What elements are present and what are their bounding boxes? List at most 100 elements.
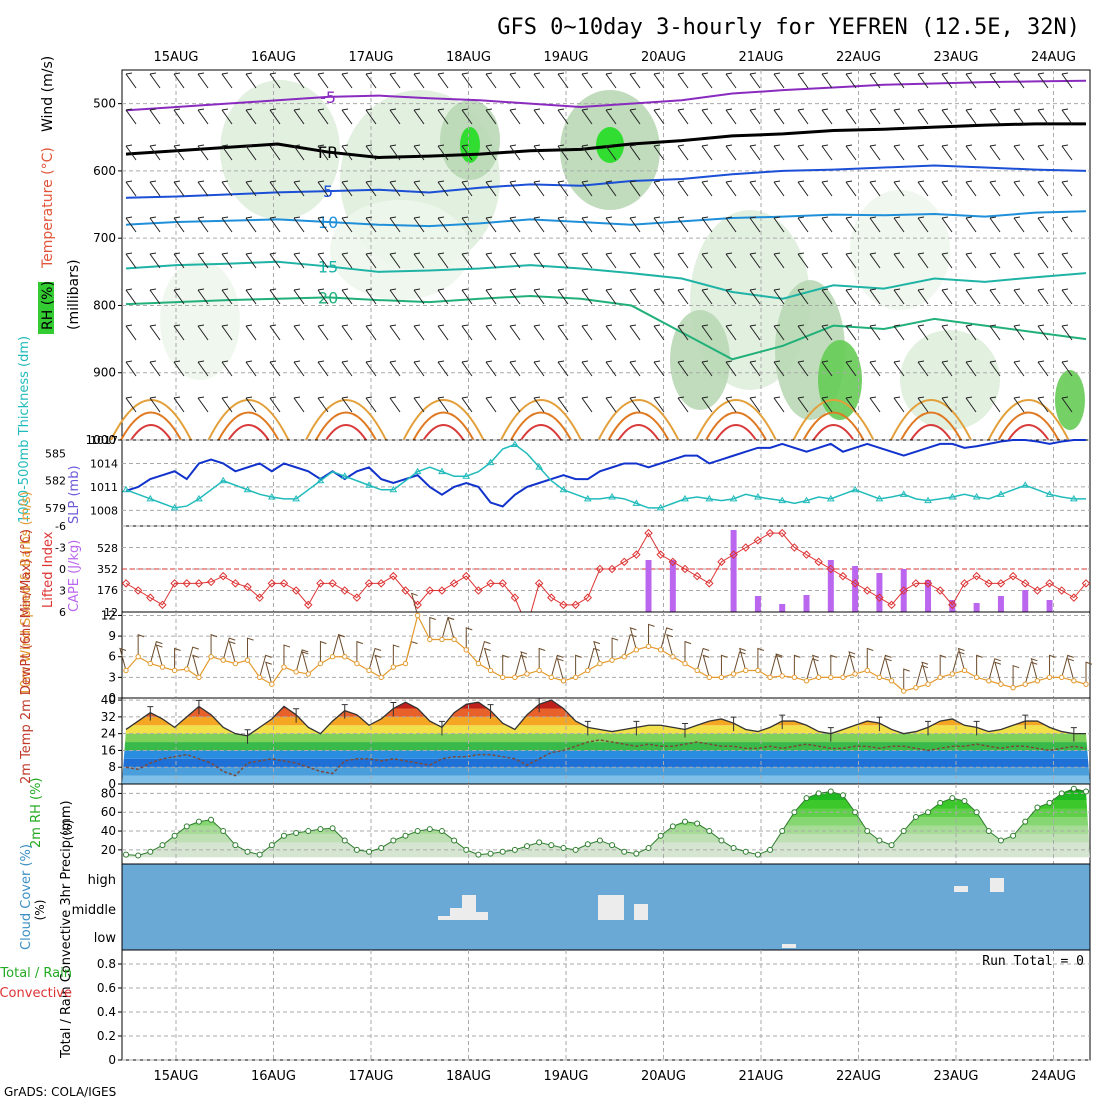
wind-barb bbox=[461, 252, 473, 269]
wind-barb bbox=[557, 72, 569, 89]
wind-barb bbox=[533, 72, 545, 89]
wind10-barb bbox=[301, 651, 309, 675]
wind-barb bbox=[1061, 396, 1073, 413]
wind10-barb bbox=[994, 661, 1002, 685]
wind-barb bbox=[533, 396, 545, 413]
temp-band bbox=[122, 742, 1090, 751]
wind-barb bbox=[653, 324, 665, 341]
wind-speed-marker bbox=[317, 660, 324, 667]
wind-barb bbox=[725, 180, 737, 197]
lifted-index-marker bbox=[1045, 579, 1054, 588]
wind-barb bbox=[989, 324, 1001, 341]
lifted-index-marker bbox=[218, 571, 228, 581]
wind10-barb bbox=[878, 654, 892, 678]
wind-barb bbox=[173, 396, 185, 413]
rh-marker bbox=[864, 828, 871, 835]
wind-barb bbox=[701, 216, 713, 233]
surface-temp-contour bbox=[422, 424, 465, 441]
rh-marker bbox=[1022, 818, 1029, 825]
wind-barb bbox=[149, 252, 161, 269]
wind-barb bbox=[893, 108, 905, 125]
wind-speed-marker bbox=[500, 674, 506, 681]
wind-barb bbox=[821, 72, 833, 89]
wind10-barb bbox=[356, 640, 364, 664]
legend-convective: Convective bbox=[0, 986, 72, 1001]
wind10-barb bbox=[259, 654, 272, 678]
wind-speed-marker bbox=[512, 674, 518, 681]
wind10-barb bbox=[119, 647, 127, 671]
wind-barb bbox=[461, 180, 473, 197]
lifted-index-marker bbox=[255, 593, 264, 602]
rh-marker bbox=[220, 828, 227, 835]
wind-barb bbox=[245, 360, 257, 377]
wind-plot: 12 9 6 3 0 bbox=[101, 592, 1093, 705]
wind-barb bbox=[461, 324, 473, 341]
wind-barb bbox=[701, 72, 713, 89]
wind-barb bbox=[965, 180, 977, 197]
bottom-date-label: 22AUG bbox=[836, 1069, 881, 1084]
wind10-barb bbox=[295, 649, 309, 672]
temp-contour-label: 10 bbox=[318, 213, 338, 232]
y-tick-label: 12 bbox=[101, 608, 116, 622]
rh-marker bbox=[754, 851, 761, 858]
wind-barb bbox=[221, 396, 233, 413]
wind-barb bbox=[941, 72, 953, 89]
wind-barb bbox=[845, 108, 857, 125]
temp-minmax-bar bbox=[681, 722, 688, 738]
wind-barb bbox=[917, 360, 929, 377]
lifted-index-marker bbox=[316, 579, 325, 588]
wind-barb bbox=[1037, 360, 1049, 377]
wind-barb bbox=[749, 144, 761, 161]
wind-speed-marker bbox=[342, 654, 348, 660]
wind-barb bbox=[1013, 396, 1025, 413]
lifted-index-marker bbox=[449, 579, 459, 588]
rh-marker bbox=[159, 842, 166, 849]
lifted-index-marker bbox=[814, 557, 823, 567]
wind-barb bbox=[293, 288, 305, 305]
wind-barb bbox=[1013, 144, 1025, 161]
wind-barb bbox=[677, 252, 689, 269]
wind-barb bbox=[365, 396, 377, 413]
surface-temp-contour bbox=[207, 399, 290, 441]
bottom-date-axis: 15AUG 16AUG 17AUG 18AUG 19AUG 20AUG 21AUG 22AUG… bbox=[153, 1069, 1076, 1084]
lifted-index-marker bbox=[182, 579, 192, 588]
wind-barb bbox=[533, 252, 545, 269]
rh-shade-patch bbox=[330, 200, 470, 300]
wind-barb bbox=[845, 252, 857, 269]
lifted-index-marker bbox=[146, 593, 155, 602]
wind-barb bbox=[749, 180, 761, 197]
wind-barb bbox=[1037, 72, 1049, 89]
wind-barb bbox=[461, 108, 473, 125]
temp-line bbox=[125, 699, 1086, 737]
rh-marker bbox=[803, 795, 810, 802]
wind10-barb bbox=[733, 651, 746, 675]
top-date-label: 21AUG bbox=[738, 50, 783, 65]
lifted-index-marker bbox=[437, 586, 447, 595]
lifted-index-marker bbox=[729, 550, 738, 559]
slp-tick-label: 1011 bbox=[90, 481, 118, 494]
temp-minmax-bar bbox=[147, 706, 154, 721]
thickness-marker bbox=[559, 485, 568, 493]
wind-barb bbox=[749, 360, 761, 377]
wind-barb bbox=[317, 108, 329, 125]
wind-barb bbox=[125, 396, 137, 413]
thickness-marker bbox=[924, 496, 932, 504]
wind-barb bbox=[797, 72, 809, 89]
wind10-barb bbox=[149, 640, 163, 664]
wind-speed-marker bbox=[767, 674, 773, 681]
wind10-barb bbox=[720, 654, 728, 678]
wind-barb bbox=[1013, 360, 1025, 377]
wind-barb bbox=[677, 144, 689, 161]
thickness-marker bbox=[1069, 494, 1078, 502]
cloud-block bbox=[450, 908, 462, 920]
thickness-tick-label: 585 bbox=[45, 448, 66, 461]
wind10-barb bbox=[623, 634, 637, 657]
wind-speed-marker bbox=[439, 636, 445, 643]
temp-minmax-bar bbox=[1022, 714, 1029, 730]
wind-barb bbox=[557, 396, 569, 413]
wind10-barb bbox=[575, 654, 582, 678]
lifted-index-marker bbox=[984, 579, 994, 588]
lifted-index-marker bbox=[911, 579, 921, 588]
wind-barb bbox=[365, 360, 377, 377]
wind-barb bbox=[413, 180, 425, 197]
